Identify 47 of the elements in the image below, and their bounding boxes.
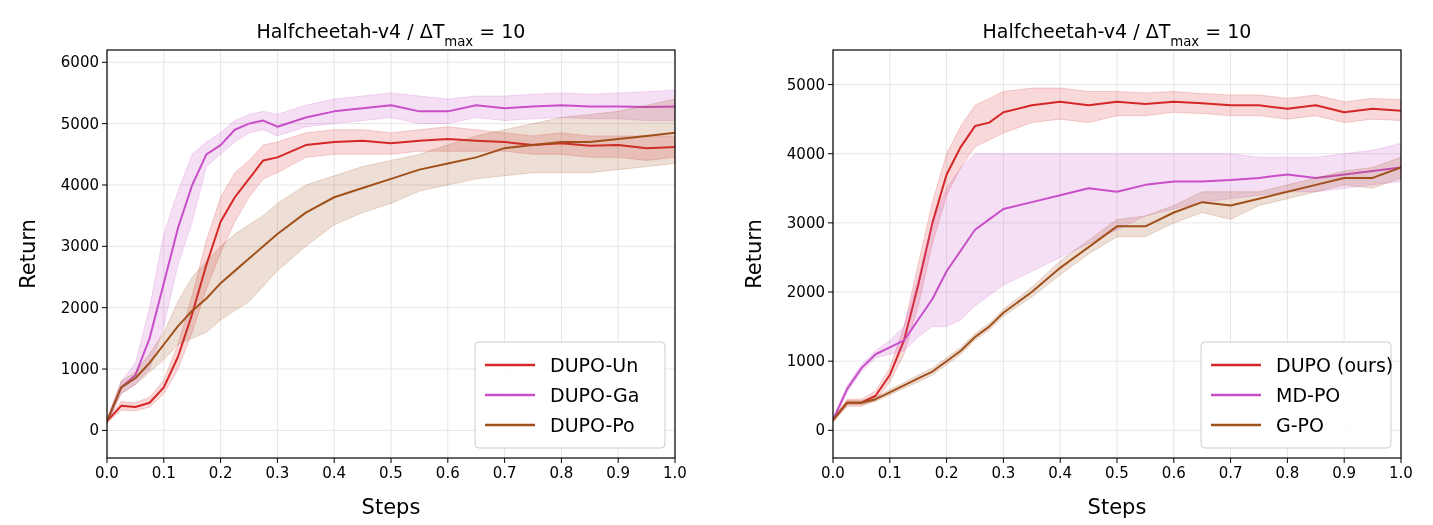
x-tick-label: 0.1 — [877, 464, 902, 482]
x-tick-label: 0.5 — [1105, 464, 1129, 482]
y-tick-label: 0 — [815, 421, 825, 440]
chart-title: Halfcheetah-v4 / ΔT$_{max}$ = 10 — [256, 20, 526, 49]
x-tick-label: 0.4 — [1048, 464, 1073, 482]
x-tick-label: 0.9 — [1332, 464, 1357, 482]
y-tick-label: 1000 — [786, 352, 825, 371]
x-tick-label: 0.7 — [1218, 464, 1243, 482]
y-tick-label: 5000 — [60, 114, 99, 133]
x-tick-label: 1.0 — [1389, 464, 1413, 482]
chart-title: Halfcheetah-v4 / ΔT$_{max}$ = 10 — [982, 20, 1252, 49]
y-axis-title: Return — [16, 219, 40, 289]
x-tick-label: 0.5 — [379, 464, 403, 482]
x-tick-label: 0.0 — [95, 464, 119, 482]
y-axis-title: Return — [742, 219, 766, 289]
y-tick-label: 3000 — [786, 213, 825, 232]
legend-label: DUPO-Un — [550, 354, 639, 376]
x-tick-label: 0.3 — [991, 464, 1016, 482]
x-tick-label: 0.9 — [606, 464, 631, 482]
x-tick-label: 0.4 — [322, 464, 347, 482]
x-axis-title: Steps — [361, 495, 421, 519]
x-tick-label: 0.7 — [492, 464, 517, 482]
x-tick-label: 0.2 — [934, 464, 959, 482]
legend-label: DUPO-Ga — [550, 384, 640, 406]
y-tick-label: 2000 — [786, 283, 825, 302]
x-tick-label: 1.0 — [663, 464, 687, 482]
legend-label: G-PO — [1276, 414, 1324, 436]
y-tick-label: 4000 — [60, 175, 99, 194]
y-tick-label: 2000 — [60, 298, 99, 317]
legend-label: DUPO (ours) — [1276, 354, 1394, 376]
x-tick-label: 0.8 — [1275, 464, 1300, 482]
x-tick-label: 0.6 — [1161, 464, 1186, 482]
y-tick-label: 1000 — [60, 360, 99, 379]
legend-label: DUPO-Po — [550, 414, 635, 436]
y-tick-label: 5000 — [786, 75, 825, 94]
legend-label: MD-PO — [1276, 384, 1341, 406]
x-tick-label: 0.8 — [549, 464, 574, 482]
y-tick-label: 6000 — [60, 53, 99, 72]
y-tick-label: 3000 — [60, 237, 99, 256]
x-tick-label: 0.3 — [265, 464, 290, 482]
x-tick-label: 0.1 — [151, 464, 176, 482]
y-tick-label: 4000 — [786, 144, 825, 163]
x-tick-label: 0.6 — [435, 464, 460, 482]
x-axis-title: Steps — [1087, 495, 1147, 519]
x-tick-label: 0.2 — [208, 464, 233, 482]
y-tick-label: 0 — [89, 421, 99, 440]
x-tick-label: 0.0 — [821, 464, 845, 482]
